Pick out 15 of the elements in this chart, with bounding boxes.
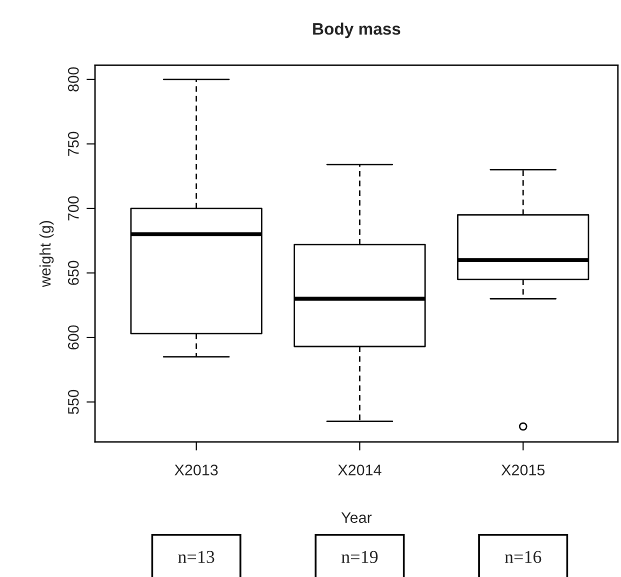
x-tick-label: X2013 — [174, 464, 218, 476]
y-tick-label: 750 — [68, 132, 79, 156]
y-tick-label: 550 — [68, 390, 79, 414]
x-axis-title: Year — [341, 512, 372, 523]
x-tick-label: X2015 — [501, 464, 545, 476]
y-tick-label: 700 — [68, 196, 79, 220]
x-tick-label: X2014 — [338, 464, 382, 476]
text: n=16 — [504, 550, 542, 564]
chart-title: Body mass — [313, 22, 400, 38]
text: n=13 — [178, 550, 214, 564]
y-tick-label: 600 — [68, 325, 79, 350]
text: n=19 — [342, 550, 378, 564]
y-tick-label: 650 — [68, 260, 79, 285]
y-axis-title: weight (g) — [39, 221, 54, 288]
y-tick-label: 800 — [68, 67, 79, 92]
